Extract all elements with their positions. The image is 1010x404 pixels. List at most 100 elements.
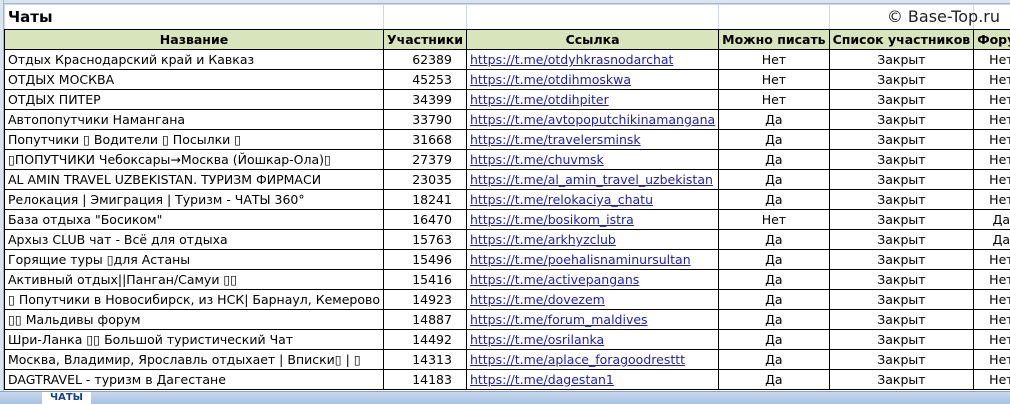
cell-can-write[interactable]: Нет — [718, 49, 830, 70]
cell-can-write[interactable]: Да — [718, 369, 830, 390]
chat-link[interactable]: https://t.me/bosikom_istra — [469, 212, 634, 227]
cell-link[interactable]: https://t.me/dovezem — [465, 289, 720, 310]
cell-can-write[interactable]: Нет — [718, 209, 830, 230]
chat-link[interactable]: https://t.me/activepangans — [469, 272, 640, 287]
cell-can-write[interactable]: Да — [718, 249, 830, 270]
cell-link[interactable]: https://t.me/aplace_foragoodresttt — [465, 349, 720, 370]
cell-can-write[interactable]: Да — [718, 349, 830, 370]
cell-members[interactable]: 33790 — [383, 109, 467, 130]
cell-forum[interactable]: Нет — [973, 149, 1010, 170]
cell-link[interactable]: https://t.me/otdihpiter — [465, 89, 720, 110]
cell-member-list[interactable]: Закрыт — [828, 209, 975, 230]
cell-forum[interactable]: Нет — [973, 49, 1010, 70]
header-link[interactable]: Ссылка — [465, 29, 720, 50]
cell-can-write[interactable]: Да — [718, 309, 830, 330]
cell-member-list[interactable]: Закрыт — [828, 269, 975, 290]
cell-name[interactable]: Москва, Владимир, Ярославль отдыхает | В… — [4, 349, 384, 370]
cell-link[interactable]: https://t.me/forum_maldives — [465, 309, 720, 330]
cell-member-list[interactable]: Закрыт — [828, 369, 975, 390]
chat-link[interactable]: https://t.me/poehalisnaminursultan — [469, 252, 691, 267]
cell-member-list[interactable]: Закрыт — [828, 309, 975, 330]
cell-link[interactable]: https://t.me/al_amin_travel_uzbekistan — [465, 169, 720, 190]
cell-name[interactable]: Релокация | Эмиграция | Туризм - ЧАТЫ 36… — [4, 189, 384, 210]
cell-forum[interactable]: Нет — [973, 349, 1010, 370]
cell-forum[interactable]: Нет — [973, 249, 1010, 270]
chat-link[interactable]: https://t.me/otdihmoskwa — [469, 72, 632, 87]
cell-name[interactable]: Шри-Ланка ▯▯ Большой туристический Чат — [4, 329, 384, 350]
cell-member-list[interactable]: Закрыт — [828, 69, 975, 90]
cell-link[interactable]: https://t.me/dagestan1 — [465, 369, 720, 390]
cell-member-list[interactable]: Закрыт — [828, 229, 975, 250]
cell-name[interactable]: Архыз CLUB чат - Всё для отдыха — [4, 229, 384, 250]
cell-link[interactable]: https://t.me/osrilanka — [465, 329, 720, 350]
cell-forum[interactable]: Нет — [973, 169, 1010, 190]
cell-can-write[interactable]: Да — [718, 109, 830, 130]
cell-members[interactable]: 14887 — [383, 309, 467, 330]
chat-link[interactable]: https://t.me/osrilanka — [469, 332, 605, 347]
cell-member-list[interactable]: Закрыт — [828, 329, 975, 350]
cell-name[interactable]: Автопопутчики Намангана — [4, 109, 384, 130]
cell-forum[interactable]: Нет — [973, 369, 1010, 390]
chat-link[interactable]: https://t.me/relokaciya_chatu — [469, 192, 653, 207]
cell-link[interactable]: https://t.me/chuvmsk — [465, 149, 720, 170]
chat-link[interactable]: https://t.me/dagestan1 — [469, 372, 614, 387]
cell-member-list[interactable]: Закрыт — [828, 49, 975, 70]
cell-name[interactable]: ▯ Попутчики в Новосибирск, из НСК| Барна… — [4, 289, 384, 310]
cell-members[interactable]: 27379 — [383, 149, 467, 170]
sheet-title[interactable]: Чаты — [4, 4, 384, 30]
chat-link[interactable]: https://t.me/otdihpiter — [469, 92, 609, 107]
cell-forum[interactable]: Нет — [973, 89, 1010, 110]
cell-can-write[interactable]: Да — [718, 189, 830, 210]
chat-link[interactable]: https://t.me/arkhyzclub — [469, 232, 616, 247]
cell-can-write[interactable]: Да — [718, 169, 830, 190]
cell-member-list[interactable]: Закрыт — [828, 289, 975, 310]
cell-name[interactable]: Горящие туры ▯для Астаны — [4, 249, 384, 270]
cell-forum[interactable]: Нет — [973, 309, 1010, 330]
cell-can-write[interactable]: Да — [718, 289, 830, 310]
cell-member-list[interactable]: Закрыт — [828, 189, 975, 210]
cell-can-write[interactable]: Нет — [718, 89, 830, 110]
cell-link[interactable]: https://t.me/otdyhkrasnodarchat — [465, 49, 720, 70]
cell-members[interactable]: 15416 — [383, 269, 467, 290]
cell-link[interactable]: https://t.me/activepangans — [465, 269, 720, 290]
cell-can-write[interactable]: Да — [718, 329, 830, 350]
cell-forum[interactable]: Да — [973, 229, 1010, 250]
cell-members[interactable]: 15496 — [383, 249, 467, 270]
cell-forum[interactable]: Нет — [973, 189, 1010, 210]
cell-member-list[interactable]: Закрыт — [828, 149, 975, 170]
cell-members[interactable]: 62389 — [383, 49, 467, 70]
chat-link[interactable]: https://t.me/travelersminsk — [469, 132, 641, 147]
cell-forum[interactable]: Нет — [973, 109, 1010, 130]
cell-name[interactable]: ОТДЫХ ПИТЕР — [4, 89, 384, 110]
cell-members[interactable]: 16470 — [383, 209, 467, 230]
cell-can-write[interactable]: Да — [718, 269, 830, 290]
cell-name[interactable]: ▯▯ Мальдивы форум — [4, 309, 384, 330]
cell-name[interactable]: ОТДЫХ МОСКВА — [4, 69, 384, 90]
cell-forum[interactable]: Нет — [973, 289, 1010, 310]
cell-can-write[interactable]: Да — [718, 229, 830, 250]
cell-can-write[interactable]: Нет — [718, 69, 830, 90]
header-name[interactable]: Название — [4, 29, 384, 50]
chat-link[interactable]: https://t.me/chuvmsk — [469, 152, 604, 167]
cell-members[interactable]: 14183 — [383, 369, 467, 390]
header-member-list[interactable]: Список участников — [828, 29, 975, 50]
chat-link[interactable]: https://t.me/dovezem — [469, 292, 605, 307]
cell-name[interactable]: База отдыха "Босиком" — [4, 209, 384, 230]
cell-name[interactable]: Отдых Краснодарский край и Кавказ — [4, 49, 384, 70]
cell-member-list[interactable]: Закрыт — [828, 109, 975, 130]
chat-link[interactable]: https://t.me/aplace_foragoodresttt — [469, 352, 686, 367]
header-can-write[interactable]: Можно писать — [718, 29, 830, 50]
cell-members[interactable]: 14313 — [383, 349, 467, 370]
cell-member-list[interactable]: Закрыт — [828, 89, 975, 110]
cell-members[interactable]: 23035 — [383, 169, 467, 190]
chat-link[interactable]: https://t.me/al_amin_travel_uzbekistan — [469, 172, 713, 187]
cell-members[interactable]: 34399 — [383, 89, 467, 110]
cell-members[interactable]: 45253 — [383, 69, 467, 90]
chat-link[interactable]: https://t.me/avtopoputchikinamangana — [469, 112, 716, 127]
cell-members[interactable]: 31668 — [383, 129, 467, 150]
cell-member-list[interactable]: Закрыт — [828, 349, 975, 370]
cell-link[interactable]: https://t.me/arkhyzclub — [465, 229, 720, 250]
cell-members[interactable]: 14923 — [383, 289, 467, 310]
cell-member-list[interactable]: Закрыт — [828, 169, 975, 190]
cell-name[interactable]: Активный отдых||Панган/Самуи ▯▯ — [4, 269, 384, 290]
